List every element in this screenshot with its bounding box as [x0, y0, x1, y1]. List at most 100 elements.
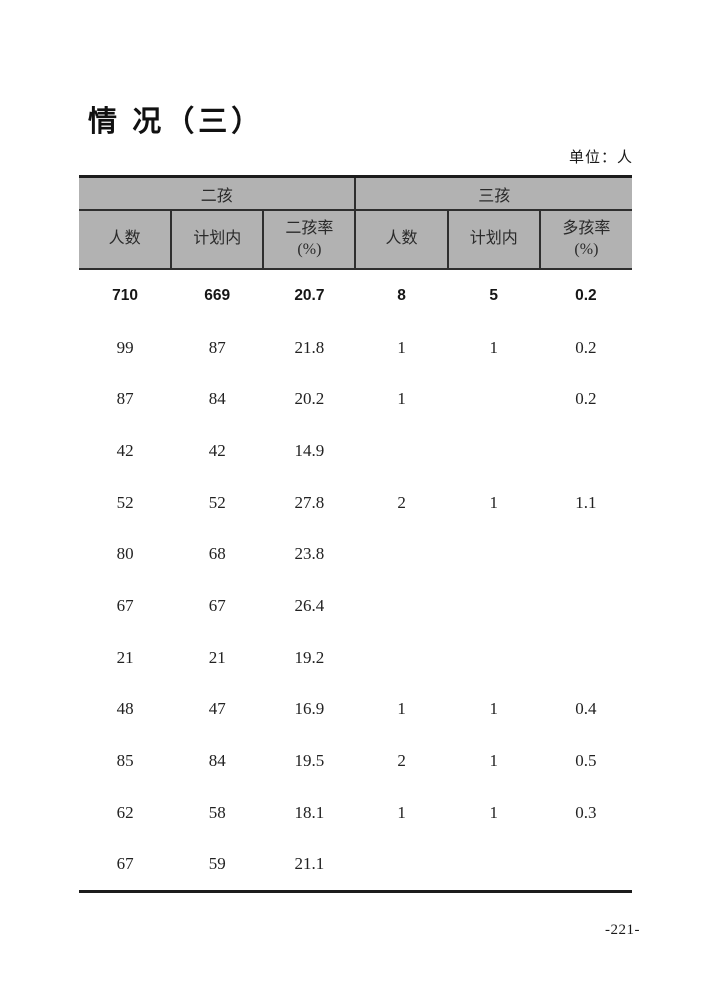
cell: 0.2: [575, 389, 597, 409]
cell: 0.2: [575, 286, 597, 304]
cell: [448, 528, 540, 580]
cell: [448, 580, 540, 632]
table-row: 99 87 21.8 1 1 0.2: [79, 322, 632, 374]
cell: 52: [208, 492, 226, 512]
cell: 0.3: [575, 802, 597, 822]
cell: [540, 425, 632, 477]
cell: 84: [208, 751, 226, 771]
cell: 2: [397, 492, 406, 512]
col-header-second-planned: 计划内: [171, 210, 265, 270]
cell: 59: [208, 854, 226, 874]
cell: 18.1: [294, 802, 325, 822]
cell: 67: [208, 595, 226, 615]
cell: [355, 528, 447, 580]
page-number: -221-: [605, 922, 640, 938]
cell: 1.1: [575, 492, 597, 512]
cell: 42: [208, 440, 226, 460]
cell: 0.4: [575, 699, 597, 719]
cell: [448, 839, 540, 892]
table-row: 67 59 21.1: [79, 839, 632, 892]
table-row: 48 47 16.9 1 1 0.4: [79, 684, 632, 736]
cell: 19.5: [294, 751, 325, 771]
cell: 62: [116, 802, 134, 822]
table-row-total: 710 669 20.7 8 5 0.2: [79, 269, 632, 322]
cell: 14.9: [294, 440, 325, 460]
table-row: 85 84 19.5 2 1 0.5: [79, 735, 632, 787]
cell: 16.9: [294, 699, 325, 719]
cell: 2: [397, 751, 406, 771]
cell: 8: [397, 286, 406, 304]
cell: 67: [116, 595, 134, 615]
cell: 21: [208, 647, 226, 667]
cell: 87: [116, 389, 134, 409]
cell: 47: [208, 699, 226, 719]
group-header-row: 二孩 三孩: [79, 176, 632, 211]
cell: 68: [208, 544, 226, 564]
cell: 87: [208, 337, 226, 357]
cell: 99: [116, 337, 134, 357]
col-header-third-planned: 计划内: [447, 210, 541, 270]
table-row: 52 52 27.8 2 1 1.1: [79, 477, 632, 529]
cell: 80: [116, 544, 134, 564]
cell: [540, 580, 632, 632]
cell: [448, 632, 540, 684]
cell: 67: [116, 854, 134, 874]
cell: 26.4: [294, 595, 325, 615]
cell: 1: [489, 492, 498, 512]
cell: 21: [116, 647, 134, 667]
cell: 27.8: [294, 492, 325, 512]
cell: 20.7: [294, 286, 325, 304]
cell: 1: [397, 699, 406, 719]
table-row: 87 84 20.2 1 0.2: [79, 373, 632, 425]
cell: 669: [204, 286, 231, 304]
cell: 5: [489, 286, 499, 304]
cell: 58: [208, 802, 226, 822]
table-row: 42 42 14.9: [79, 425, 632, 477]
cell: 1: [489, 699, 498, 719]
cell: 1: [397, 337, 406, 357]
cell: 84: [208, 389, 226, 409]
cell: [540, 528, 632, 580]
col-header-second-count: 人数: [79, 210, 173, 270]
unit-label: 单位：人: [568, 150, 633, 166]
cell: [355, 580, 447, 632]
cell: 23.8: [294, 544, 325, 564]
cell: 21.8: [294, 337, 325, 357]
col-group-third-child: 三孩: [355, 176, 632, 211]
sub-header-row: 人数 计划内 二孩率 (%) 人数 计划内 多孩率 (%): [79, 210, 632, 270]
table-header: 二孩 三孩 人数 计划内 二孩率 (%) 人数 计划内 多孩率 (%): [79, 176, 632, 270]
table-row: 67 67 26.4: [79, 580, 632, 632]
page-title: 情 况（三）: [88, 106, 265, 138]
cell: [355, 425, 447, 477]
col-header-multi-rate: 多孩率 (%): [539, 210, 632, 270]
table-row: 80 68 23.8: [79, 528, 632, 580]
cell: 20.2: [294, 389, 325, 409]
cell: 19.2: [294, 647, 325, 667]
col-header-second-rate: 二孩率 (%): [263, 210, 357, 270]
cell: [448, 373, 540, 425]
table-row: 62 58 18.1 1 1 0.3: [79, 787, 632, 839]
cell: [355, 632, 447, 684]
cell: 1: [489, 802, 498, 822]
cell: 21.1: [294, 854, 325, 874]
col-header-third-count: 人数: [355, 210, 449, 270]
cell: 85: [116, 751, 134, 771]
cell: [540, 839, 632, 892]
cell: [540, 632, 632, 684]
cell: [448, 425, 540, 477]
table-body: 710 669 20.7 8 5 0.2 99 87 21.8 1 1 0.2 …: [79, 269, 632, 892]
cell: 0.2: [575, 337, 597, 357]
statistics-table: 二孩 三孩 人数 计划内 二孩率 (%) 人数 计划内 多孩率 (%) 710 …: [79, 175, 632, 894]
cell: 48: [116, 699, 134, 719]
cell: 52: [116, 492, 134, 512]
cell: 710: [112, 286, 139, 304]
cell: 1: [397, 389, 406, 409]
cell: 1: [489, 751, 498, 771]
cell: 1: [397, 802, 406, 822]
cell: 1: [489, 337, 498, 357]
cell: [355, 839, 447, 892]
cell: 0.5: [575, 751, 597, 771]
table-row: 21 21 19.2: [79, 632, 632, 684]
cell: 42: [116, 440, 134, 460]
